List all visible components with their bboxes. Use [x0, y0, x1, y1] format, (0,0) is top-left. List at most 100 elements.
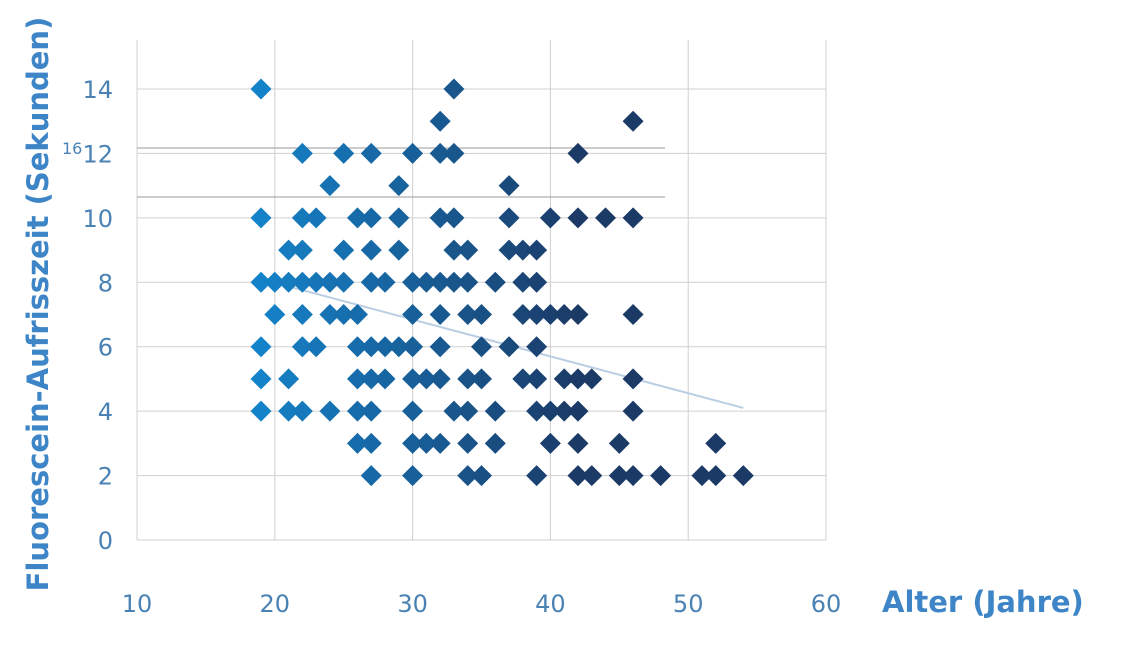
- data-point: [457, 432, 479, 454]
- data-point: [415, 271, 437, 293]
- data-point: [553, 304, 575, 325]
- data-point: [471, 465, 492, 487]
- data-point: [471, 304, 492, 325]
- data-point: [429, 110, 451, 132]
- data-point: [360, 271, 382, 293]
- data-point: [278, 239, 300, 261]
- data-point: [305, 271, 327, 293]
- data-point: [305, 336, 327, 358]
- data-point: [250, 336, 272, 358]
- data-point: [333, 239, 355, 261]
- data-point: [346, 336, 368, 358]
- data-point: [622, 207, 644, 229]
- data-point: [443, 239, 465, 261]
- data-point: [360, 239, 382, 261]
- data-point: [429, 271, 451, 293]
- data-point: [346, 304, 368, 325]
- data-point: [512, 304, 534, 325]
- data-point: [512, 368, 534, 390]
- x-tick-labels: 10 20 30 40 50 60: [122, 590, 842, 618]
- x-axis-title: Alter (Jahre): [882, 585, 1084, 619]
- data-point: [346, 400, 368, 422]
- data-point: [360, 207, 382, 229]
- data-point: [581, 368, 603, 390]
- x-tick-label: 50: [673, 590, 704, 618]
- data-point: [581, 465, 603, 487]
- data-point: [567, 142, 589, 164]
- data-point: [457, 304, 479, 325]
- data-point: [526, 400, 548, 422]
- data-point: [443, 400, 465, 422]
- grid: [136, 40, 827, 541]
- data-point: [319, 175, 341, 197]
- data-point: [595, 207, 617, 229]
- data-point: [622, 304, 644, 325]
- data-point: [415, 368, 437, 390]
- data-point: [388, 336, 410, 358]
- data-point: [622, 400, 644, 422]
- data-point: [650, 465, 672, 487]
- data-point: [622, 465, 644, 487]
- data-point: [250, 207, 272, 229]
- x-tick-label: 30: [397, 590, 428, 618]
- data-point: [291, 336, 313, 358]
- data-point: [360, 142, 382, 164]
- data-point: [457, 271, 479, 293]
- data-point: [539, 400, 561, 422]
- data-point: [553, 400, 575, 422]
- data-point: [443, 142, 465, 164]
- data-point: [443, 271, 465, 293]
- data-point: [457, 400, 479, 422]
- data-point: [360, 465, 382, 487]
- data-point: [402, 368, 424, 390]
- data-point: [457, 368, 479, 390]
- data-point: [402, 271, 424, 293]
- data-point: [498, 239, 520, 261]
- data-point: [567, 368, 589, 390]
- data-point: [622, 368, 644, 390]
- x-tick-label: 20: [260, 590, 291, 618]
- y-tick-label: 2: [98, 463, 113, 491]
- data-point: [608, 432, 630, 454]
- data-point: [402, 400, 424, 422]
- data-point: [526, 368, 548, 390]
- data-point: [567, 207, 589, 229]
- data-point: [526, 304, 548, 325]
- data-point: [402, 336, 424, 358]
- data-point: [402, 304, 424, 325]
- data-point: [429, 142, 451, 164]
- data-point: [622, 110, 644, 132]
- data-point: [250, 78, 272, 100]
- data-point: [250, 271, 272, 293]
- data-point: [539, 304, 561, 325]
- y-axis-title: Fluorescein-Aufrisszeit (Sekunden): [21, 17, 55, 592]
- data-point: [484, 400, 506, 422]
- data-point: [498, 175, 520, 197]
- data-point: [691, 465, 713, 487]
- data-points: [250, 78, 754, 487]
- x-tick-label: 60: [811, 590, 842, 618]
- data-point: [567, 400, 589, 422]
- data-point: [374, 271, 396, 293]
- stray-tick-label: 16: [62, 139, 82, 158]
- data-point: [319, 304, 341, 325]
- data-point: [539, 432, 561, 454]
- data-point: [388, 175, 410, 197]
- data-point: [291, 142, 313, 164]
- data-point: [429, 368, 451, 390]
- data-point: [539, 207, 561, 229]
- data-point: [291, 207, 313, 229]
- data-point: [360, 400, 382, 422]
- data-point: [705, 432, 727, 454]
- data-point: [278, 400, 300, 422]
- data-point: [415, 432, 437, 454]
- data-point: [526, 239, 548, 261]
- y-tick-label: 6: [98, 334, 113, 362]
- data-point: [567, 304, 589, 325]
- data-point: [346, 207, 368, 229]
- data-point: [291, 239, 313, 261]
- data-point: [512, 239, 534, 261]
- data-point: [443, 78, 465, 100]
- data-point: [291, 304, 313, 325]
- data-point: [264, 271, 286, 293]
